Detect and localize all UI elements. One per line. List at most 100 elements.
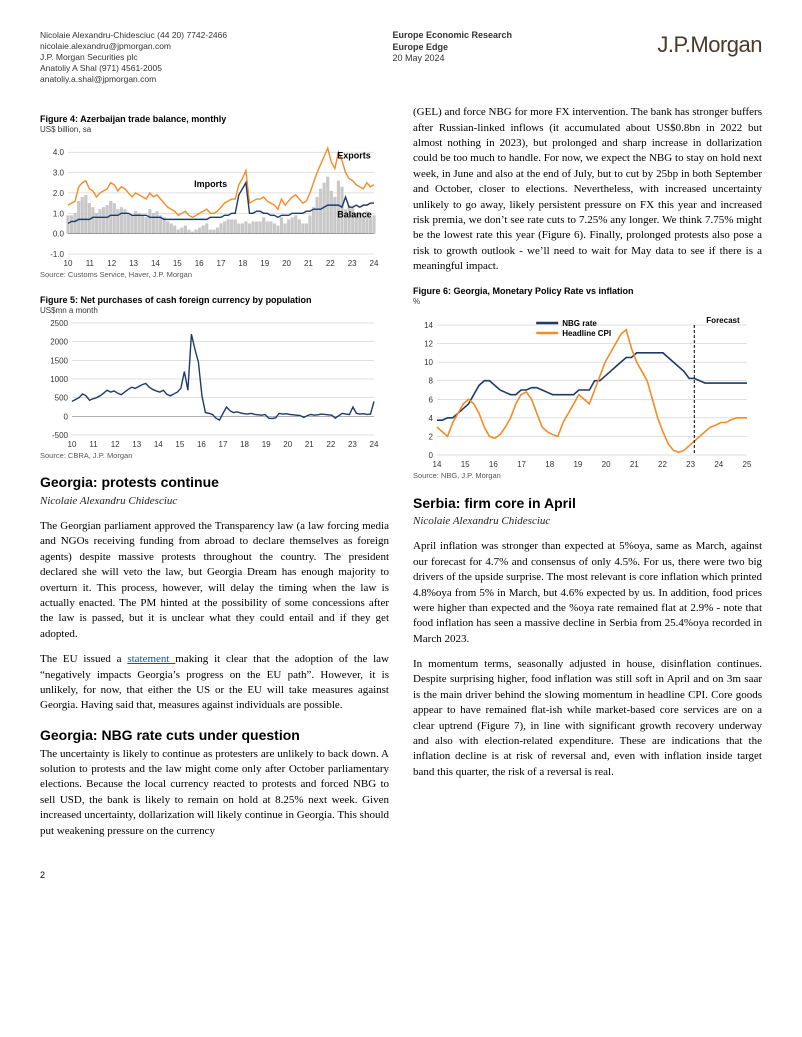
fig6-title: Figure 6: Georgia, Monetary Policy Rate … xyxy=(413,285,762,297)
heading-georgia-protests: Georgia: protests continue xyxy=(40,473,389,492)
para-col2-top: (GEL) and force NBG for more FX interven… xyxy=(413,105,762,274)
svg-text:8: 8 xyxy=(429,377,434,386)
svg-text:1500: 1500 xyxy=(50,357,68,366)
svg-text:21: 21 xyxy=(305,440,314,449)
svg-text:20: 20 xyxy=(602,460,611,469)
para-georgia-nbg-1: The uncertainty is likely to continue as… xyxy=(40,747,389,839)
svg-text:10: 10 xyxy=(64,259,73,268)
svg-text:0: 0 xyxy=(429,451,434,460)
svg-text:12: 12 xyxy=(111,440,120,449)
para-serbia-1: April inflation was stronger than expect… xyxy=(413,539,762,647)
text-span: The EU issued a xyxy=(40,653,127,665)
fig5-chart: -500050010001500200025001011121314151617… xyxy=(40,319,380,449)
svg-text:3.0: 3.0 xyxy=(53,169,65,178)
svg-text:23: 23 xyxy=(348,440,357,449)
svg-text:4: 4 xyxy=(429,414,434,423)
heading-georgia-nbg: Georgia: NBG rate cuts under question xyxy=(40,726,389,745)
fig5-src: Source: CBRA, J.P. Morgan xyxy=(40,451,389,461)
svg-text:15: 15 xyxy=(175,440,184,449)
fig5-title: Figure 5: Net purchases of cash foreign … xyxy=(40,294,389,306)
svg-text:2500: 2500 xyxy=(50,319,68,328)
page-header: Nicolaie Alexandru-Chidesciuc (44 20) 77… xyxy=(40,30,762,85)
eu-statement-link[interactable]: statement xyxy=(127,653,175,665)
svg-text:19: 19 xyxy=(260,259,269,268)
fig6-sub: % xyxy=(413,297,762,308)
dept-line: Europe Economic Research xyxy=(392,30,512,42)
svg-text:13: 13 xyxy=(132,440,141,449)
svg-text:14: 14 xyxy=(151,259,160,268)
svg-text:Exports: Exports xyxy=(337,150,371,160)
author-serbia: Nicolaie Alexandru Chidesciuc xyxy=(413,514,762,529)
header-contacts: Nicolaie Alexandru-Chidesciuc (44 20) 77… xyxy=(40,30,227,85)
svg-text:21: 21 xyxy=(630,460,639,469)
fig4-src: Source: Customs Service, Haver, J.P. Mor… xyxy=(40,270,389,280)
svg-text:18: 18 xyxy=(238,259,247,268)
contact-line: Anatoliy A Shal (971) 4561-2005 xyxy=(40,63,227,74)
svg-text:22: 22 xyxy=(658,460,667,469)
svg-text:24: 24 xyxy=(714,460,723,469)
svg-text:17: 17 xyxy=(217,259,226,268)
contact-line: Nicolaie Alexandru-Chidesciuc (44 20) 77… xyxy=(40,30,227,41)
svg-text:Imports: Imports xyxy=(194,179,227,189)
svg-text:12: 12 xyxy=(424,340,433,349)
fig5-sub: US$mn a month xyxy=(40,306,389,317)
svg-text:Headline CPI: Headline CPI xyxy=(562,329,611,338)
heading-serbia: Serbia: firm core in April xyxy=(413,494,762,513)
svg-text:0.0: 0.0 xyxy=(53,230,65,239)
svg-text:14: 14 xyxy=(424,321,433,330)
svg-text:17: 17 xyxy=(517,460,526,469)
svg-text:1.0: 1.0 xyxy=(53,209,65,218)
para-georgia-protests-2: The EU issued a statement making it clea… xyxy=(40,652,389,714)
svg-text:24: 24 xyxy=(370,259,379,268)
svg-text:0: 0 xyxy=(64,413,69,422)
svg-text:2000: 2000 xyxy=(50,338,68,347)
svg-text:15: 15 xyxy=(173,259,182,268)
svg-text:18: 18 xyxy=(545,460,554,469)
svg-text:20: 20 xyxy=(283,440,292,449)
svg-text:Balance: Balance xyxy=(337,210,372,220)
contact-line: J.P. Morgan Securities plc xyxy=(40,52,227,63)
para-georgia-protests-1: The Georgian parliament approved the Tra… xyxy=(40,519,389,642)
contact-line: anatoliy.a.shal@jpmorgan.com xyxy=(40,74,227,85)
fig4-sub: US$ billion, sa xyxy=(40,125,389,136)
fig4-chart: -1.00.01.02.03.04.0101112131415161718192… xyxy=(40,138,380,268)
svg-text:NBG rate: NBG rate xyxy=(562,319,597,328)
svg-text:1000: 1000 xyxy=(50,375,68,384)
left-column: Figure 4: Azerbaijan trade balance, mont… xyxy=(40,105,389,881)
svg-text:20: 20 xyxy=(282,259,291,268)
svg-text:2.0: 2.0 xyxy=(53,189,65,198)
date-line: 20 May 2024 xyxy=(392,53,512,65)
svg-text:12: 12 xyxy=(107,259,116,268)
svg-text:10: 10 xyxy=(424,359,433,368)
svg-text:16: 16 xyxy=(197,440,206,449)
svg-text:16: 16 xyxy=(489,460,498,469)
svg-text:14: 14 xyxy=(433,460,442,469)
svg-text:19: 19 xyxy=(262,440,271,449)
svg-text:23: 23 xyxy=(686,460,695,469)
svg-text:17: 17 xyxy=(219,440,228,449)
right-column: (GEL) and force NBG for more FX interven… xyxy=(413,105,762,881)
para-serbia-2: In momentum terms, seasonally adjusted i… xyxy=(413,657,762,780)
svg-text:22: 22 xyxy=(326,440,335,449)
header-publication: Europe Economic Research Europe Edge 20 … xyxy=(372,30,512,85)
svg-text:4.0: 4.0 xyxy=(53,148,65,157)
svg-text:21: 21 xyxy=(304,259,313,268)
svg-text:-500: -500 xyxy=(52,431,69,440)
svg-text:25: 25 xyxy=(743,460,752,469)
svg-text:11: 11 xyxy=(86,259,95,268)
svg-text:23: 23 xyxy=(348,259,357,268)
pub-line: Europe Edge xyxy=(392,42,512,54)
svg-text:6: 6 xyxy=(429,396,434,405)
svg-text:22: 22 xyxy=(326,259,335,268)
svg-text:18: 18 xyxy=(240,440,249,449)
svg-text:10: 10 xyxy=(68,440,77,449)
fig6-src: Source: NBG, J.P. Morgan xyxy=(413,471,762,481)
svg-text:19: 19 xyxy=(573,460,582,469)
svg-text:24: 24 xyxy=(370,440,379,449)
svg-text:16: 16 xyxy=(195,259,204,268)
page-number: 2 xyxy=(40,869,389,881)
brand-logo: J.P.Morgan xyxy=(657,30,762,85)
svg-text:11: 11 xyxy=(89,440,98,449)
contact-line: nicolaie.alexandru@jpmorgan.com xyxy=(40,41,227,52)
author-georgia-protests: Nicolaie Alexandru Chidesciuc xyxy=(40,494,389,509)
